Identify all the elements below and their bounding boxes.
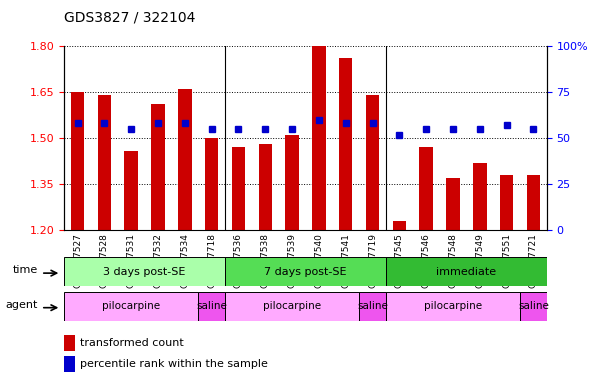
Bar bbox=[64, 257, 225, 286]
Text: agent: agent bbox=[5, 300, 38, 310]
Bar bbox=[98, 95, 111, 230]
Bar bbox=[205, 138, 218, 230]
Text: saline: saline bbox=[518, 301, 549, 311]
Text: pilocarpine: pilocarpine bbox=[424, 301, 482, 311]
Text: time: time bbox=[13, 265, 38, 275]
Bar bbox=[178, 89, 191, 230]
Bar bbox=[285, 135, 299, 230]
Bar bbox=[64, 292, 198, 321]
Bar bbox=[359, 292, 386, 321]
Text: saline: saline bbox=[196, 301, 227, 311]
Bar bbox=[232, 147, 245, 230]
Bar bbox=[225, 292, 359, 321]
Bar bbox=[71, 92, 84, 230]
Bar bbox=[258, 144, 272, 230]
Bar bbox=[64, 356, 75, 372]
Bar bbox=[152, 104, 165, 230]
Text: 3 days post-SE: 3 days post-SE bbox=[103, 266, 186, 277]
Bar bbox=[64, 335, 75, 351]
Text: GDS3827 / 322104: GDS3827 / 322104 bbox=[64, 11, 196, 25]
Bar bbox=[366, 95, 379, 230]
Text: pilocarpine: pilocarpine bbox=[263, 301, 321, 311]
Text: immediate: immediate bbox=[436, 266, 497, 277]
Bar bbox=[312, 46, 326, 230]
Bar bbox=[420, 147, 433, 230]
Bar bbox=[386, 257, 547, 286]
Bar bbox=[500, 175, 513, 230]
Bar bbox=[446, 178, 459, 230]
Text: saline: saline bbox=[357, 301, 388, 311]
Text: transformed count: transformed count bbox=[79, 338, 183, 348]
Bar bbox=[225, 257, 386, 286]
Text: percentile rank within the sample: percentile rank within the sample bbox=[79, 359, 268, 369]
Bar bbox=[386, 292, 520, 321]
Text: pilocarpine: pilocarpine bbox=[102, 301, 160, 311]
Bar bbox=[339, 58, 353, 230]
Bar bbox=[473, 163, 486, 230]
Bar bbox=[527, 175, 540, 230]
Bar bbox=[198, 292, 225, 321]
Text: 7 days post-SE: 7 days post-SE bbox=[264, 266, 347, 277]
Bar bbox=[520, 292, 547, 321]
Bar bbox=[393, 221, 406, 230]
Bar bbox=[125, 151, 138, 230]
